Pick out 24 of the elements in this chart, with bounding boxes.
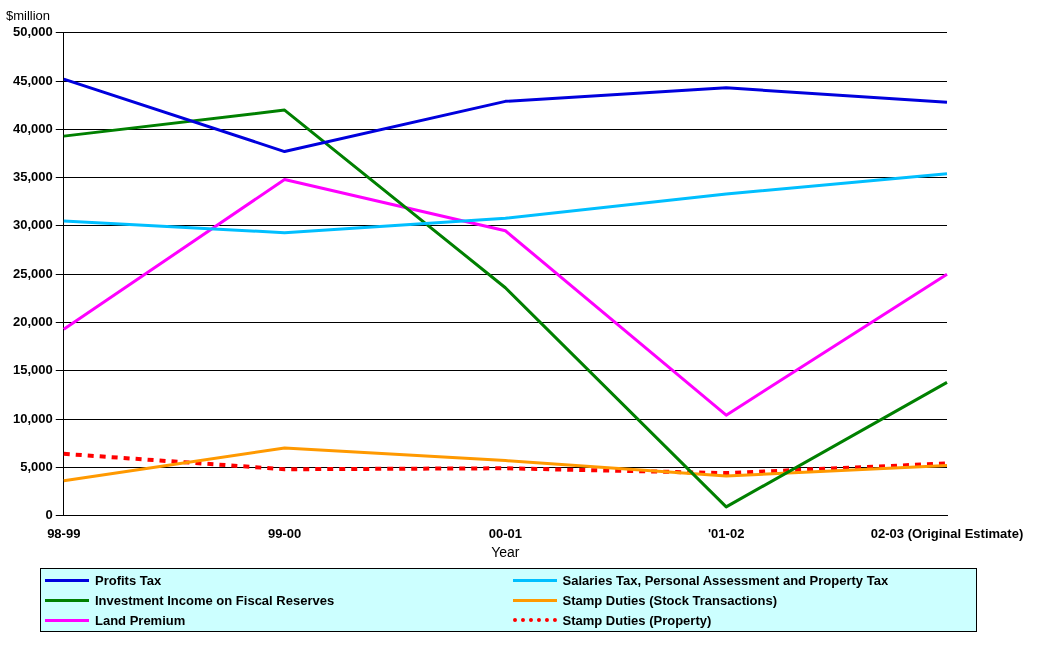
y-axis-title: $million [6, 8, 51, 23]
y-tick-label: 40,000 [13, 120, 53, 136]
x-tick-label: '01-02 [708, 525, 745, 541]
y-tick-label: 50,000 [13, 24, 53, 40]
x-tick-label: 00-01 [488, 525, 523, 541]
legend-label: Stamp Duties (Property) [562, 612, 712, 628]
y-tick-label: 0 [45, 507, 53, 523]
x-axis-title: Year [491, 544, 520, 561]
legend-label: Investment Income on Fiscal Reserves [95, 592, 335, 608]
y-tick-label: 45,000 [13, 72, 53, 88]
y-tick-label: 5,000 [20, 458, 53, 474]
y-tick-label: 15,000 [13, 362, 53, 378]
x-tick-label: 98-99 [47, 525, 81, 541]
x-tick-label: 99-00 [267, 525, 302, 541]
y-tick-label: 20,000 [13, 314, 53, 330]
y-tick-label: 35,000 [13, 169, 53, 185]
y-tick-label: 25,000 [13, 265, 53, 281]
x-tick-label: 02-03 (Original Estimate) [870, 525, 1024, 541]
y-tick-label: 30,000 [13, 217, 53, 233]
y-tick-label: 10,000 [13, 410, 53, 426]
legend-label: Salaries Tax, Personal Assessment and Property Tax [562, 572, 889, 588]
legend-label: Land Premium [95, 612, 186, 628]
legend-label: Profits Tax [95, 572, 162, 588]
legend-label: Stamp Duties (Stock Transactions) [562, 592, 778, 608]
